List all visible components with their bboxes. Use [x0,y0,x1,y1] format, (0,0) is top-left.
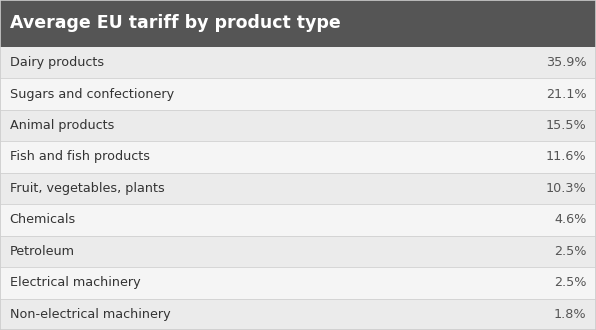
Text: 35.9%: 35.9% [546,56,586,69]
Text: 4.6%: 4.6% [554,214,586,226]
Text: 21.1%: 21.1% [546,87,586,101]
Bar [0,299,596,330]
Text: Petroleum: Petroleum [10,245,74,258]
Text: Dairy products: Dairy products [10,56,104,69]
Text: 15.5%: 15.5% [546,119,586,132]
Text: 1.8%: 1.8% [554,308,586,321]
Text: 10.3%: 10.3% [546,182,586,195]
Bar [0,141,596,173]
Bar [0,204,596,236]
Bar [0,78,596,110]
Text: Average EU tariff by product type: Average EU tariff by product type [10,15,340,32]
Bar [0,47,596,78]
Bar [0,236,596,267]
Bar [0,267,596,299]
Text: Chemicals: Chemicals [10,214,76,226]
Text: Sugars and confectionery: Sugars and confectionery [10,87,173,101]
Bar [0,0,596,47]
Text: 2.5%: 2.5% [554,245,586,258]
Text: Non-electrical machinery: Non-electrical machinery [10,308,170,321]
Bar [0,110,596,141]
Text: Electrical machinery: Electrical machinery [10,276,140,289]
Text: Animal products: Animal products [10,119,114,132]
Text: Fruit, vegetables, plants: Fruit, vegetables, plants [10,182,164,195]
Text: 11.6%: 11.6% [546,150,586,163]
Text: Fish and fish products: Fish and fish products [10,150,150,163]
Text: 2.5%: 2.5% [554,276,586,289]
Bar [0,173,596,204]
